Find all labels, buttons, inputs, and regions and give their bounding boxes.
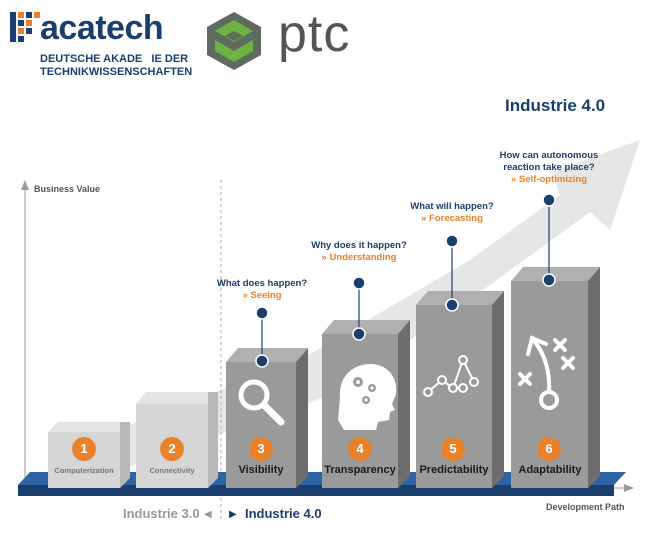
block-1-top	[48, 422, 130, 432]
stage-3-number: 3	[249, 437, 273, 461]
pin-6	[542, 193, 556, 287]
stage-3-question-text: What does happen?	[216, 278, 308, 289]
block-3-side	[296, 348, 308, 488]
stage-4-number: 4	[348, 437, 372, 461]
ptc-mark-icon	[207, 12, 261, 70]
pin-4	[352, 276, 366, 341]
strategy-play-icon	[518, 335, 575, 410]
stage-6-question-line1: How can autonomous	[499, 150, 599, 161]
stage-4-label: Transparency	[324, 464, 396, 476]
stage-5-answer: » Forecasting	[421, 213, 483, 224]
stage-5-label: Predictability	[419, 464, 489, 476]
magnifier-icon	[238, 379, 285, 426]
stage-6-answer: » Self-optimizing	[511, 174, 587, 185]
block-4-top	[322, 320, 410, 334]
block-5-top	[416, 291, 504, 305]
ptc-wordmark: ptc	[278, 5, 351, 63]
era-right-label: Industrie 4.0	[245, 506, 322, 521]
stage-3-question: What does happen? » Seeing	[202, 278, 322, 302]
stage-2-number: 2	[160, 437, 184, 461]
block-3-top	[226, 348, 308, 362]
block-2-top	[136, 392, 218, 404]
era-left-label: Industrie 3.0	[123, 506, 200, 521]
stage-6-question: How can autonomous reaction take place? …	[489, 150, 609, 186]
acatech-subtitle-line2: TECHNIKWISSENSCHAFTEN	[40, 66, 193, 78]
block-1-side	[120, 422, 130, 488]
head-gears-icon	[338, 364, 397, 430]
block-4-side	[398, 320, 410, 488]
stage-4-answer: » Understanding	[321, 252, 397, 263]
stage-6-label: Adaptability	[518, 464, 582, 476]
pin-5	[445, 234, 459, 312]
x-axis-arrowhead	[624, 484, 634, 492]
stage-6-question-line2: reaction take place?	[503, 162, 595, 173]
stage-3-label: Visibility	[238, 464, 284, 476]
y-axis-label: Business Value	[34, 184, 101, 194]
stage-5-number: 5	[441, 437, 465, 461]
stage-4-question-text: Why does it happen?	[311, 240, 407, 251]
acatech-mark-icon	[10, 12, 40, 42]
block-2-side	[208, 392, 218, 488]
block-6-top	[511, 267, 600, 281]
block-5-side	[492, 291, 504, 488]
trend-graph-icon	[423, 355, 479, 397]
stage-1-label: Computerization	[54, 466, 114, 475]
block-6-side	[588, 267, 600, 488]
stage-1-number: 1	[72, 437, 96, 461]
left-triangle-icon: ◀	[204, 509, 212, 520]
stage-4-question: Why does it happen? » Understanding	[299, 240, 419, 264]
pin-3	[255, 306, 269, 368]
right-triangle-icon: ▶	[229, 509, 237, 520]
stage-2-label: Connectivity	[149, 466, 195, 475]
acatech-subtitle-line1: DEUTSCHE AKADE IE DER	[40, 53, 189, 65]
acatech-wordmark: acatech	[40, 9, 164, 47]
stage-5-question: What will happen? » Forecasting	[392, 201, 512, 225]
x-axis-label: Development Path	[546, 502, 625, 512]
stage-6-number: 6	[537, 437, 561, 461]
y-axis-arrowhead	[21, 180, 29, 190]
stage-3-answer: » Seeing	[242, 290, 282, 301]
acatech-subtitle: DEUTSCHE AKADE IE DER TECHNIKWISSENSCHAF…	[40, 53, 192, 79]
stage-5-question-text: What will happen?	[410, 201, 494, 212]
industrie-title: Industrie 4.0	[505, 96, 606, 115]
